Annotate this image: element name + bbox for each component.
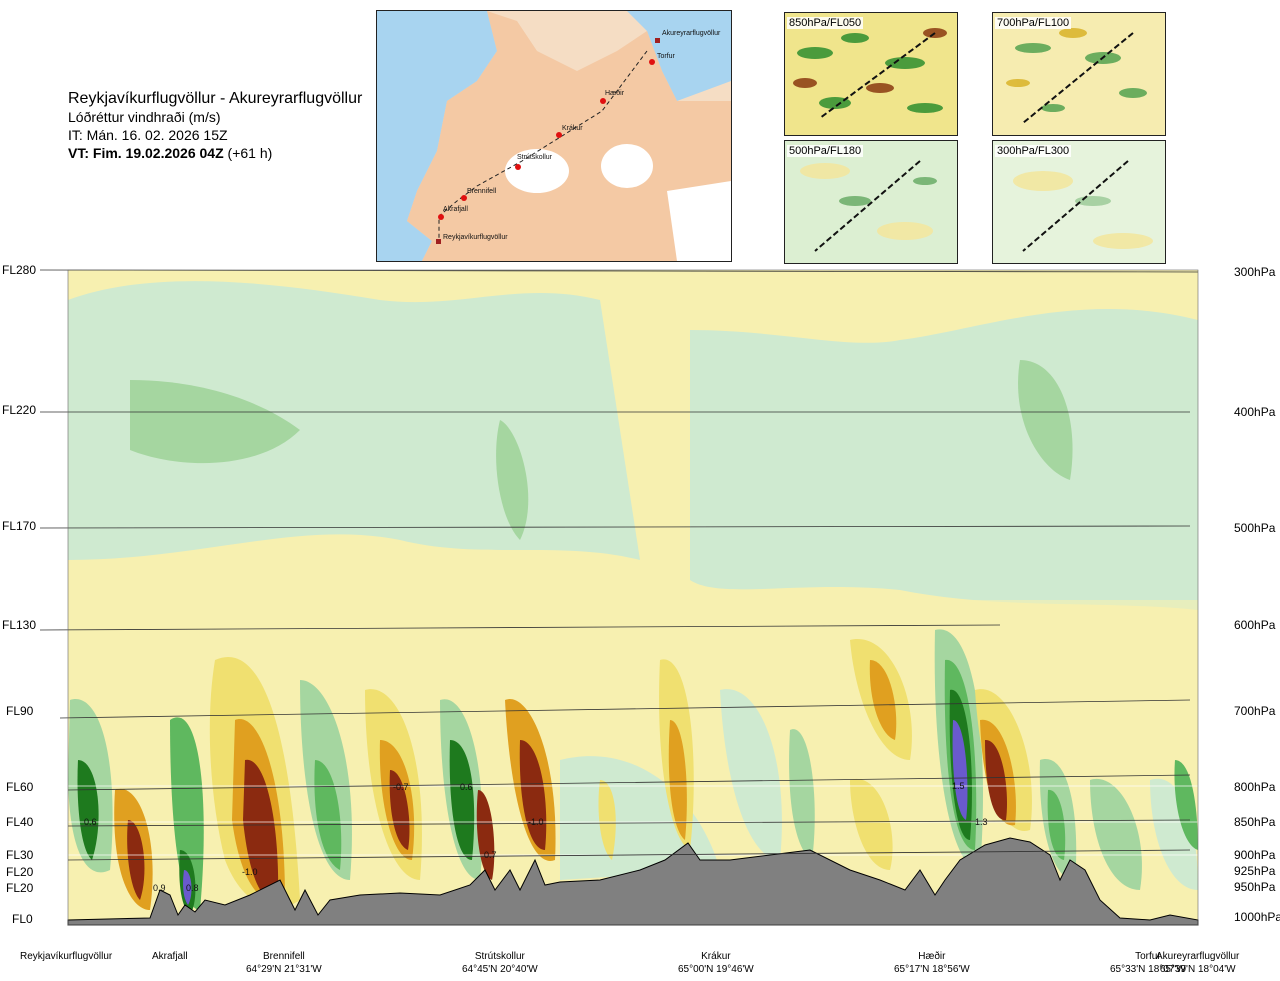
value-label: -1.0 [242, 867, 258, 877]
route-line [438, 50, 648, 243]
value-label: 0.7 [484, 850, 497, 860]
mini-map-500-label: 500hPa/FL180 [787, 145, 864, 157]
mini-map-300-label: 300hPa/FL300 [995, 145, 1072, 157]
valid-time: VT: Fim. 19.02.2026 04Z (+61 h) [68, 144, 362, 162]
location-strutskollur: Strútskollur 64°45'N 20°40'W [462, 950, 538, 976]
map-label-krakur: Krákur [562, 125, 583, 132]
hpa-label-500: 500hPa [1234, 521, 1276, 535]
hpa-label-850: 850hPa [1234, 815, 1276, 829]
value-labels: 0.6 0.9 0.8 -1.0 -0.7 0.6 -1.0 0.7 1.5 1… [84, 781, 988, 893]
location-haedir: Hæðir 65°17'N 18°56'W [894, 950, 970, 976]
location-coord: 65°17'N 18°56'W [894, 964, 970, 975]
mini-map-500-drawing [785, 141, 957, 263]
fl-label-40: FL40 [6, 815, 34, 829]
location-name: Akureyrarflugvöllur [1156, 951, 1240, 962]
sea-west-icon [377, 11, 497, 261]
location-reykjavik: Reykjavíkurflugvöllur [20, 950, 112, 963]
map-label-reykjavik: Reykjavíkurflugvöllur [443, 234, 508, 241]
mini-map-850: 850hPa/FL050 [784, 12, 958, 136]
fl-label-90: FL90 [6, 704, 34, 718]
glacier-langjokull-icon [505, 149, 569, 193]
route-title: Reykjavíkurflugvöllur - Akureyrarflugvöl… [68, 90, 363, 107]
location-name: Reykjavíkurflugvöllur [20, 951, 113, 962]
mini-map-850-label: 850hPa/FL050 [787, 17, 864, 29]
hpa-label-400: 400hPa [1234, 405, 1276, 419]
route-map: Akureyrarflugvöllur Torfur Hæðir Krákur … [376, 10, 732, 262]
value-label: 0.8 [186, 883, 199, 893]
fl-label-30: FL30 [6, 848, 34, 862]
location-coord: 65°33'N 18°07'W [1110, 964, 1186, 975]
hpa-label-300: 300hPa [1234, 265, 1276, 279]
issue-time: IT: Mán. 16. 02. 2026 15Z [68, 127, 228, 143]
location-coord: 64°29'N 21°31'W [246, 964, 322, 975]
glacier-hofsjokull-icon [601, 144, 653, 188]
value-label: 1.3 [975, 817, 988, 827]
hpa-label-800: 800hPa [1234, 780, 1276, 794]
fl-label-220: FL220 [2, 403, 37, 417]
cross-section-plot: 0.6 0.9 0.8 -1.0 -0.7 0.6 -1.0 0.7 1.5 1… [39, 269, 1199, 926]
mini-map-850-drawing [785, 13, 957, 135]
value-label: 1.5 [952, 781, 965, 791]
location-name: Brennifell [263, 951, 305, 962]
location-coord: 65°00'N 19°46'W [678, 964, 754, 975]
hpa-label-950: 950hPa [1234, 880, 1276, 894]
wind-barbs [39, 269, 1199, 861]
chart-header: Reykjavíkurflugvöllur - Akureyrarflugvöl… [68, 90, 362, 162]
hpa-label-1000: 1000hPa [1234, 910, 1280, 924]
value-label: -1.0 [528, 817, 544, 827]
location-brennifell: Brennifell 64°29'N 21°31'W [246, 950, 322, 976]
glacier-vatnajokull-icon [667, 181, 731, 261]
fl-label-60: FL60 [6, 780, 34, 794]
location-coord: 64°45'N 20°40'W [462, 964, 538, 975]
value-label: 0.6 [460, 782, 473, 792]
mini-map-700-drawing [993, 13, 1165, 135]
fl-label-20b: FL20 [6, 881, 34, 895]
location-akrafjall: Akrafjall [152, 950, 188, 963]
hpa-label-600: 600hPa [1234, 618, 1276, 632]
route-map-drawing: Akureyrarflugvöllur Torfur Hæðir Krákur … [377, 11, 731, 261]
fl-label-0: FL0 [12, 912, 33, 926]
map-label-akureyri: Akureyrarflugvöllur [662, 30, 721, 37]
mini-map-500: 500hPa/FL180 [784, 140, 958, 264]
terrain-profile [67, 837, 1199, 926]
mini-map-300: 300hPa/FL300 [992, 140, 1166, 264]
fl-label-280: FL280 [2, 263, 37, 277]
hpa-label-700: 700hPa [1234, 704, 1276, 718]
field-name: Lóðréttur vindhraði (m/s) [68, 109, 221, 125]
location-name: Torfur [1135, 951, 1161, 962]
fl-label-20a: FL20 [6, 865, 34, 879]
hpa-label-925: 925hPa [1234, 864, 1276, 878]
value-label: -0.7 [393, 782, 409, 792]
location-name: Akrafjall [152, 951, 188, 962]
value-label: 0.9 [153, 883, 166, 893]
valid-time-label: VT: Fim. 19.02.2026 04Z [68, 145, 224, 161]
location-akureyri: Akureyrarflugvöllur 65°39'N 18°04'W [1156, 950, 1239, 976]
location-name: Strútskollur [474, 951, 525, 962]
value-label: 0.6 [84, 817, 97, 827]
location-torfur: Torfur 65°33'N 18°07'W [1110, 950, 1186, 976]
location-name: Krákur [701, 951, 731, 962]
hpa-label-900: 900hPa [1234, 848, 1276, 862]
location-krakur: Krákur 65°00'N 19°46'W [678, 950, 754, 976]
location-name: Hæðir [918, 951, 946, 962]
mini-map-700-label: 700hPa/FL100 [995, 17, 1072, 29]
sea-north-icon [627, 11, 731, 101]
map-label-akrafjall: Akrafjall [443, 206, 468, 213]
location-coord: 65°39'N 18°04'W [1159, 964, 1236, 975]
map-label-brennifell: Brennifell [467, 188, 497, 195]
mini-map-300-drawing [993, 141, 1165, 263]
fl-label-170: FL170 [2, 519, 37, 533]
mini-map-700: 700hPa/FL100 [992, 12, 1166, 136]
map-label-haedir: Hæðir [605, 89, 625, 97]
valid-offset: (+61 h) [227, 145, 273, 161]
fl-label-130: FL130 [2, 618, 37, 632]
map-label-strutskollur: Strútskollur [517, 154, 553, 161]
map-label-torfur: Torfur [657, 53, 676, 60]
